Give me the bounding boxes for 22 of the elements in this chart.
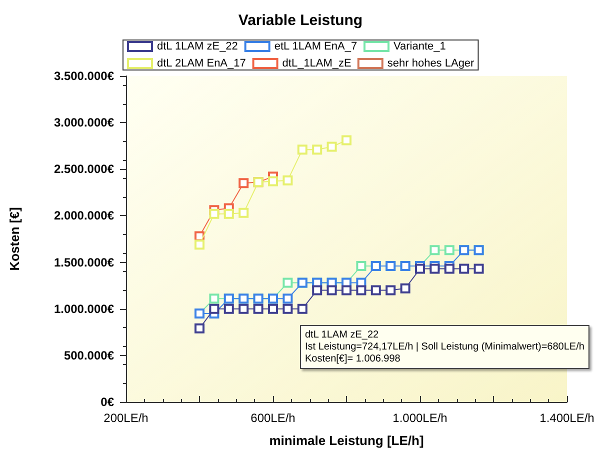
y-tick-label: 500.000€ <box>64 348 114 362</box>
y-axis-title: Kosten [€] <box>7 207 22 271</box>
y-tick-label: 1.000.000€ <box>54 302 114 316</box>
x-axis-title: minimale Leistung [LE/h] <box>269 433 424 448</box>
y-tick-label: 2.000.000€ <box>54 208 114 223</box>
legend-label: Variante_1 <box>393 40 446 52</box>
x-tick-label: 1.400LE/h <box>540 411 594 425</box>
y-tick-label: 2.500.000€ <box>54 162 114 176</box>
legend-label: etL 1LAM EnA_7 <box>274 40 358 52</box>
legend-label: dtL 2LAM EnA_17 <box>157 58 246 70</box>
y-tick-label: 0€ <box>100 395 114 409</box>
legend-label: dtL_1LAM_zE <box>282 58 352 70</box>
x-tick-label: 200LE/h <box>104 411 148 425</box>
y-tick-label: 1.500.000€ <box>54 255 114 270</box>
legend-label: dtL 1LAM zE_22 <box>157 40 238 52</box>
chart-title: Variable Leistung <box>238 12 363 29</box>
y-tick-label: 3.000.000€ <box>54 116 114 130</box>
x-tick-label: 1.000LE/h <box>392 411 448 425</box>
legend-label: sehr hohes LAger <box>387 58 475 70</box>
y-tick-label: 3.500.000€ <box>54 69 114 83</box>
annotation: dtL 1LAM zE_22 Ist Leistung=724,17LE/h | Soll Leistung (Minimalwert)=680LE/h Kosten[€]= 1.006.998 <box>305 330 584 364</box>
x-tick-label: 600LE/h <box>250 411 296 425</box>
